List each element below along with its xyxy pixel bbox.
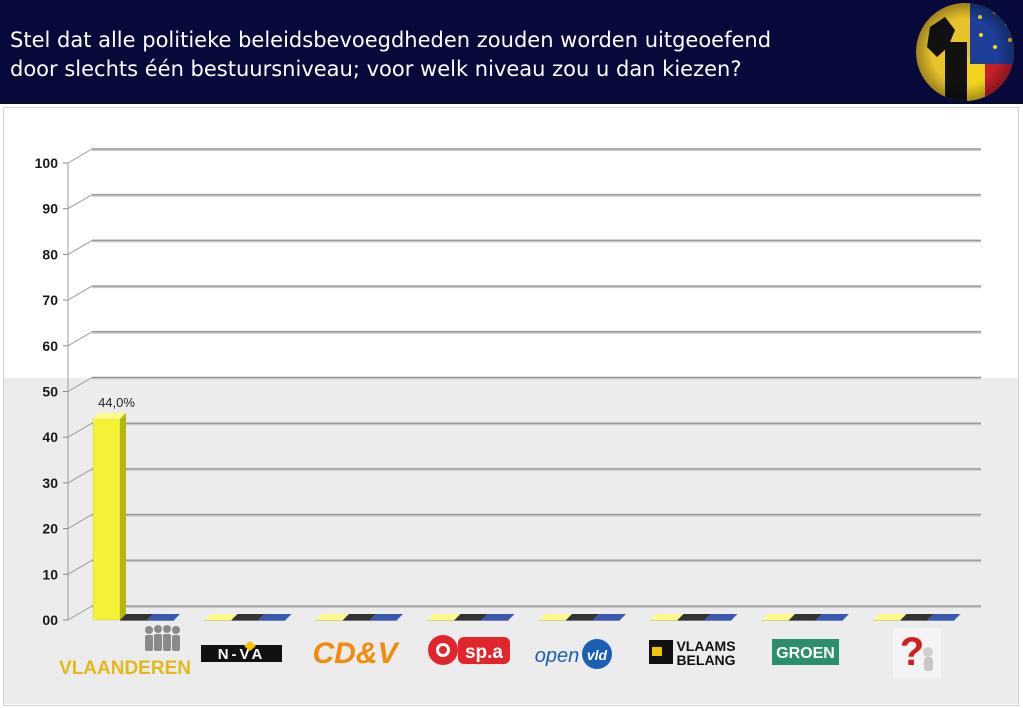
bar-top — [454, 614, 488, 620]
svg-text:VLAANDEREN: VLAANDEREN — [59, 658, 191, 679]
flanders-eu-flag-icon — [916, 3, 1014, 101]
y-tick-label: 10 — [42, 566, 58, 582]
svg-text:vld: vld — [587, 647, 608, 663]
gridline-depth — [67, 468, 93, 484]
svg-text:?: ? — [900, 630, 924, 674]
bar-top — [93, 412, 126, 419]
bar — [592, 619, 621, 621]
grid-layer — [63, 148, 981, 621]
bar-top — [231, 614, 265, 620]
gridline-depth — [67, 514, 93, 530]
svg-text:BELANG: BELANG — [676, 652, 735, 668]
title-line-2: door slechts één bestuursniveau; voor we… — [10, 57, 742, 81]
bar-top — [204, 614, 238, 620]
bar-top — [873, 614, 907, 620]
bar — [427, 619, 455, 621]
y-tick-label: 100 — [35, 155, 59, 171]
bar-top — [316, 614, 349, 620]
gridline-depth — [67, 422, 93, 438]
bar — [788, 619, 817, 621]
bar — [927, 619, 955, 621]
bar — [454, 619, 482, 621]
gridline-depth — [67, 377, 93, 392]
svg-text:GROEN: GROEN — [776, 645, 835, 662]
bar — [761, 619, 790, 621]
bar-top — [677, 614, 711, 620]
bar-top — [147, 614, 180, 620]
bar-top — [762, 614, 795, 620]
logo-vlaanderen: VLAANDEREN — [59, 625, 191, 679]
gridline-depth — [67, 285, 93, 301]
logo-vlaams-belang: VLAAMS BELANG — [649, 638, 736, 668]
bar-top — [481, 614, 515, 620]
gridline-depth — [67, 605, 93, 621]
y-tick-label: 70 — [42, 292, 58, 308]
bar-top — [427, 614, 461, 620]
bar-top — [120, 614, 153, 620]
bar — [231, 619, 259, 621]
y-tick-label: 80 — [42, 246, 58, 262]
bar — [146, 619, 175, 621]
y-tick-label: 00 — [42, 612, 58, 628]
y-tick-label: 60 — [42, 338, 58, 354]
y-tick-label: 40 — [42, 429, 58, 445]
bar-top — [258, 614, 292, 620]
y-tick-label: 30 — [42, 475, 58, 491]
bar-top — [370, 614, 403, 620]
y-tick-label: 90 — [42, 201, 58, 217]
data-label: 44,0% — [98, 395, 135, 410]
bar — [204, 619, 232, 621]
bar — [538, 619, 567, 621]
bar — [369, 619, 398, 621]
bar — [481, 619, 509, 621]
bar-top — [566, 614, 599, 620]
gridline-depth — [67, 331, 93, 347]
svg-text:N-VA: N-VA — [218, 646, 266, 663]
data-labels: 44,0% — [98, 395, 135, 410]
svg-text:sp.a: sp.a — [465, 642, 503, 663]
bar-top — [927, 614, 961, 620]
logo-cdv: CD&V — [312, 637, 400, 670]
bar — [873, 619, 901, 621]
title-bar: Stel dat alle politieke beleidsbevoegdhe… — [0, 0, 1023, 104]
logo-spa: sp.a — [428, 635, 510, 665]
bar — [815, 619, 844, 621]
bar — [565, 619, 594, 621]
logo-nva: N-VA — [201, 641, 282, 663]
logo-groen: GROEN — [772, 639, 839, 665]
svg-text:CD&V: CD&V — [312, 637, 400, 670]
gridline-depth — [67, 148, 93, 164]
logo-unknown-question: ? — [893, 628, 941, 678]
bar — [315, 619, 344, 621]
bar — [258, 619, 286, 621]
gridline-depth — [67, 239, 93, 255]
y-tick-label: 50 — [42, 384, 58, 400]
bar — [92, 418, 121, 621]
gridline-depth — [67, 559, 93, 575]
bar — [677, 619, 705, 621]
y-axis-ticks: 00 10 20 30 40 50 60 70 80 90 100 — [35, 155, 59, 628]
bar-top — [900, 614, 934, 620]
gridline-depth — [67, 194, 93, 210]
bar-top — [789, 614, 822, 620]
bar-top — [343, 614, 376, 620]
bar — [704, 619, 732, 621]
bar-top — [704, 614, 738, 620]
y-tick-label: 20 — [42, 521, 58, 537]
bar-top — [650, 614, 684, 620]
bar-side — [120, 412, 126, 620]
bar-top — [539, 614, 572, 620]
bar — [650, 619, 678, 621]
bar — [342, 619, 371, 621]
svg-text:open: open — [535, 645, 580, 667]
bar — [900, 619, 928, 621]
bar-top — [593, 614, 626, 620]
svg-text:VLAAMS: VLAAMS — [676, 638, 735, 654]
title-line-1: Stel dat alle politieke beleidsbevoegdhe… — [10, 28, 772, 52]
bar — [119, 619, 148, 621]
bar-top — [816, 614, 849, 620]
bars-layer — [92, 412, 961, 621]
logo-openvld: open vld — [535, 639, 612, 669]
